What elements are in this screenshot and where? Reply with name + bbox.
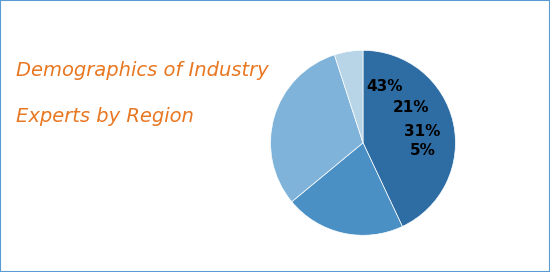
Text: 31%: 31% <box>404 124 441 139</box>
Text: 43%: 43% <box>367 79 403 94</box>
Text: 21%: 21% <box>393 100 430 115</box>
Text: Experts by Region: Experts by Region <box>16 107 194 126</box>
Wedge shape <box>271 55 363 202</box>
Wedge shape <box>334 50 363 143</box>
Wedge shape <box>292 143 403 235</box>
Wedge shape <box>363 50 455 227</box>
Text: 5%: 5% <box>410 143 436 158</box>
Text: Demographics of Industry: Demographics of Industry <box>16 61 269 80</box>
